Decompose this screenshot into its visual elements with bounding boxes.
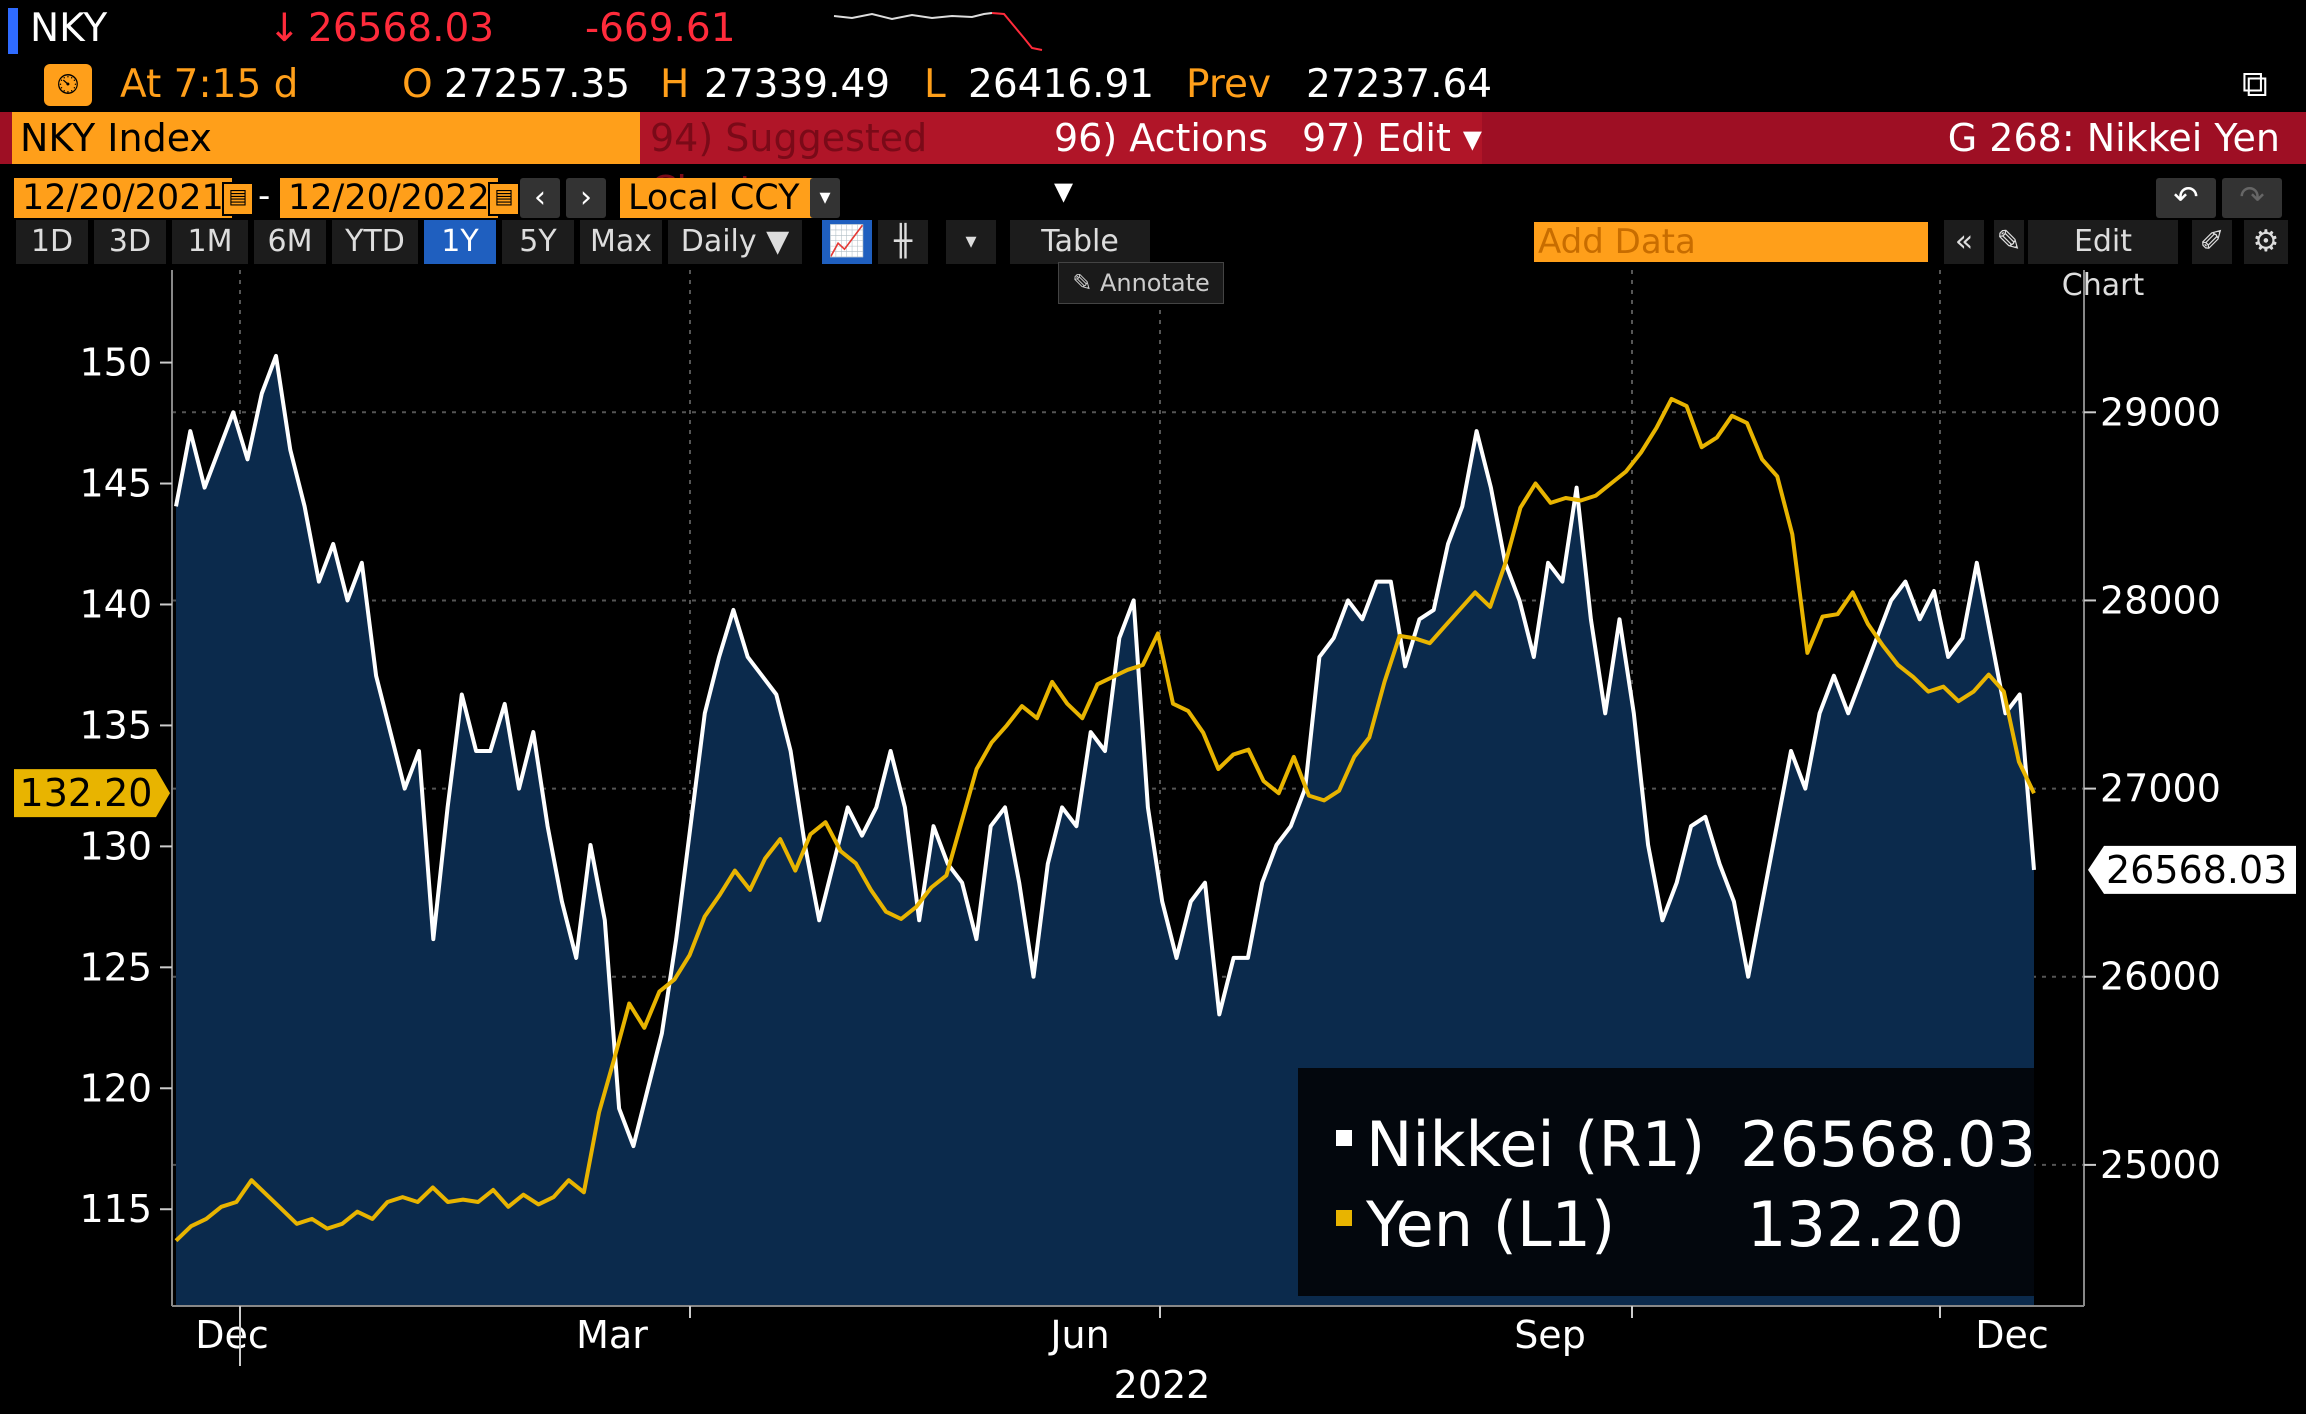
calendar-icon[interactable]: ▤ <box>488 182 520 216</box>
left-tick-label: 115 <box>79 1187 152 1231</box>
prev-period-button[interactable]: ‹ <box>520 178 560 218</box>
range-1d[interactable]: 1D <box>16 220 88 264</box>
left-tick-label: 145 <box>79 462 152 506</box>
redo-icon[interactable]: ↷ <box>2222 178 2282 218</box>
price-chart: 115 120 125 130 135 140 145 150 25000 26000 27000… <box>14 270 2296 1407</box>
year-label: 2022 <box>1114 1363 1211 1407</box>
nikkei-legend-label: Nikkei (R1) <box>1366 1108 1705 1181</box>
x-tick-label: Dec <box>1975 1313 2049 1357</box>
pencil-icon: ✎ <box>1072 269 1100 297</box>
yen-legend-swatch <box>1336 1210 1352 1226</box>
x-tick-label: Jun <box>1048 1313 1109 1357</box>
right-tick-label: 25000 <box>2100 1143 2221 1187</box>
nikkei-current-value: 26568.03 <box>2106 848 2287 892</box>
yen-line <box>174 396 2036 1243</box>
suggested-charts-button[interactable]: 94) Suggested Charts <box>640 112 1046 212</box>
left-axis-ticks: 115 120 125 130 135 140 145 150 <box>79 341 172 1231</box>
gear-icon[interactable]: ⚙ <box>2244 220 2288 264</box>
high-label: H <box>660 62 690 107</box>
nikkei-current-tag: 26568.03 <box>2088 845 2296 894</box>
add-data-field[interactable]: Add Data <box>1534 222 1928 262</box>
pencil-icon: ✎ <box>1994 220 2024 264</box>
date-separator: - <box>258 176 271 216</box>
range-max[interactable]: Max <box>580 220 662 264</box>
chevron-down-icon[interactable]: ▾ <box>946 220 996 264</box>
popout-icon[interactable]: ⧉ <box>2242 64 2268 105</box>
gauge-icon[interactable]: ⏲ <box>44 64 92 106</box>
range-5y[interactable]: 5Y <box>502 220 574 264</box>
right-tick-label: 29000 <box>2100 390 2221 434</box>
next-period-button[interactable]: › <box>566 178 606 218</box>
left-tick-label: 135 <box>79 703 152 747</box>
undo-icon[interactable]: ↶ <box>2156 178 2216 218</box>
time-label: At 7:15 d <box>120 62 299 107</box>
annotate-button[interactable]: ✎ Annotate <box>1058 262 1224 304</box>
edit-chart-button[interactable]: Edit Chart <box>2028 220 2178 303</box>
security-field[interactable]: NKY Index <box>12 112 640 164</box>
currency-select[interactable]: Local CCY <box>620 178 816 218</box>
range-1y[interactable]: 1Y <box>424 220 496 264</box>
yen-legend-value: 132.20 <box>1747 1188 1964 1261</box>
range-6m[interactable]: 6M <box>254 220 326 264</box>
yen-current-value: 132.20 <box>20 771 153 815</box>
down-arrow-icon: ↓ <box>268 6 301 51</box>
left-tick-label: 130 <box>79 824 152 868</box>
frequency-select[interactable]: Daily ▼ <box>668 220 802 264</box>
quote-header: NKY ↓ 26568.03 -669.61 <box>0 0 2306 62</box>
left-tick-label: 140 <box>79 582 152 626</box>
last-price: 26568.03 <box>308 6 495 51</box>
yen-legend-label: Yen (L1) <box>1365 1188 1615 1261</box>
range-1m[interactable]: 1M <box>172 220 248 264</box>
quote-details: ⏲ At 7:15 d O 27257.35 H 27339.49 L 2641… <box>0 62 2306 112</box>
table-button[interactable]: Table <box>1010 220 1150 264</box>
collapse-icon[interactable]: « <box>1944 220 1984 264</box>
low-value: 26416.91 <box>968 62 1155 107</box>
end-date-field[interactable]: 12/20/2022 <box>280 178 498 218</box>
x-tick-label: Mar <box>576 1313 648 1357</box>
chevron-down-icon[interactable]: ▾ <box>810 178 840 218</box>
right-tick-label: 27000 <box>2100 767 2221 811</box>
edit-button[interactable]: 97) Edit ▾ <box>1292 112 1482 164</box>
nikkei-legend-value: 26568.03 <box>1740 1108 2036 1181</box>
actions-button[interactable]: 96) Actions ▾ <box>1044 112 1294 212</box>
range-bar: 1D 3D 1M 6M YTD 1Y 5Y Max Daily ▼ 📈 ╫ ▾ … <box>0 220 2306 303</box>
nikkei-legend-swatch <box>1336 1130 1352 1146</box>
prev-label: Prev <box>1186 62 1272 107</box>
left-tick-label: 150 <box>79 341 152 385</box>
ticker-symbol: NKY <box>30 6 108 51</box>
chart-title: G 268: Nikkei Yen <box>1947 116 2280 160</box>
sparkline-icon <box>833 12 1043 51</box>
line-chart-icon[interactable]: 📈 <box>822 220 872 264</box>
toolbar: NKY Index 94) Suggested Charts 96) Actio… <box>0 112 2306 212</box>
open-label: O <box>402 62 433 107</box>
prev-value: 27237.64 <box>1306 62 1493 107</box>
open-value: 27257.35 <box>444 62 631 107</box>
start-date-field[interactable]: 12/20/2021 <box>14 178 232 218</box>
bar-chart-icon[interactable]: ╫ <box>878 220 928 264</box>
calendar-icon[interactable]: ▤ <box>222 182 254 216</box>
right-tick-label: 26000 <box>2100 955 2221 999</box>
left-tick-label: 125 <box>79 945 152 989</box>
x-axis-ticks: Dec Mar Jun Sep Dec <box>195 1306 2049 1366</box>
range-ytd[interactable]: YTD <box>332 220 418 264</box>
range-3d[interactable]: 3D <box>94 220 166 264</box>
price-change: -669.61 <box>585 6 736 51</box>
x-tick-label: Sep <box>1514 1313 1586 1357</box>
edit-icon[interactable]: ✐ <box>2192 220 2232 264</box>
annotate-label: Annotate <box>1099 269 1210 297</box>
left-tick-label: 120 <box>79 1066 152 1110</box>
high-value: 27339.49 <box>704 62 891 107</box>
ticker-marker <box>8 8 18 54</box>
right-axis-ticks: 25000 26000 27000 28000 29000 <box>2084 390 2221 1187</box>
low-label: L <box>924 62 946 107</box>
yen-current-tag: 132.20 <box>14 769 170 818</box>
add-data-placeholder: Add Data <box>1538 222 1696 262</box>
x-tick-label: Dec <box>195 1313 269 1357</box>
legend-box <box>1298 1068 2034 1296</box>
right-tick-label: 28000 <box>2100 578 2221 622</box>
nikkei-line <box>174 353 2036 1149</box>
legend: Nikkei (R1) 26568.03 Yen (L1) 132.20 <box>1298 1068 2036 1296</box>
